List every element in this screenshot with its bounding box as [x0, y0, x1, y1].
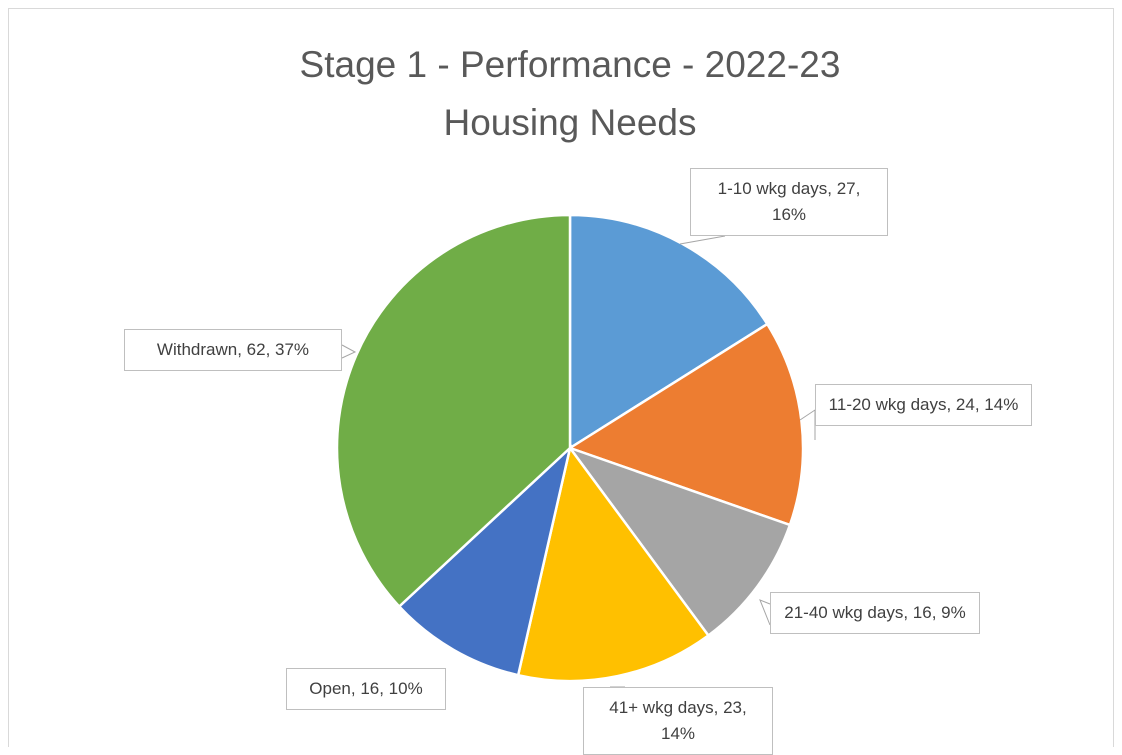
pie-slice [516, 445, 711, 683]
chart-subtitle: Housing Needs [444, 102, 697, 143]
pie-slice [568, 213, 770, 451]
pie-slice [335, 213, 572, 609]
data-label: 1-10 wkg days, 27, 16% [690, 168, 888, 236]
pie [335, 213, 805, 683]
data-label: 21-40 wkg days, 16, 9% [770, 592, 980, 634]
data-label: Open, 16, 10% [286, 668, 446, 710]
chart-border [8, 8, 1114, 747]
pie-slice [567, 322, 805, 527]
callout [759, 599, 771, 626]
data-label: 41+ wkg days, 23, 14% [583, 687, 773, 755]
data-label: 11-20 wkg days, 24, 14% [815, 384, 1032, 426]
chart-title: Stage 1 - Performance - 2022-23 [300, 44, 841, 85]
pie-slice [566, 445, 792, 638]
pie-slice [397, 444, 573, 677]
data-label: Withdrawn, 62, 37% [124, 329, 342, 371]
callout [341, 344, 357, 359]
callout [679, 235, 726, 245]
